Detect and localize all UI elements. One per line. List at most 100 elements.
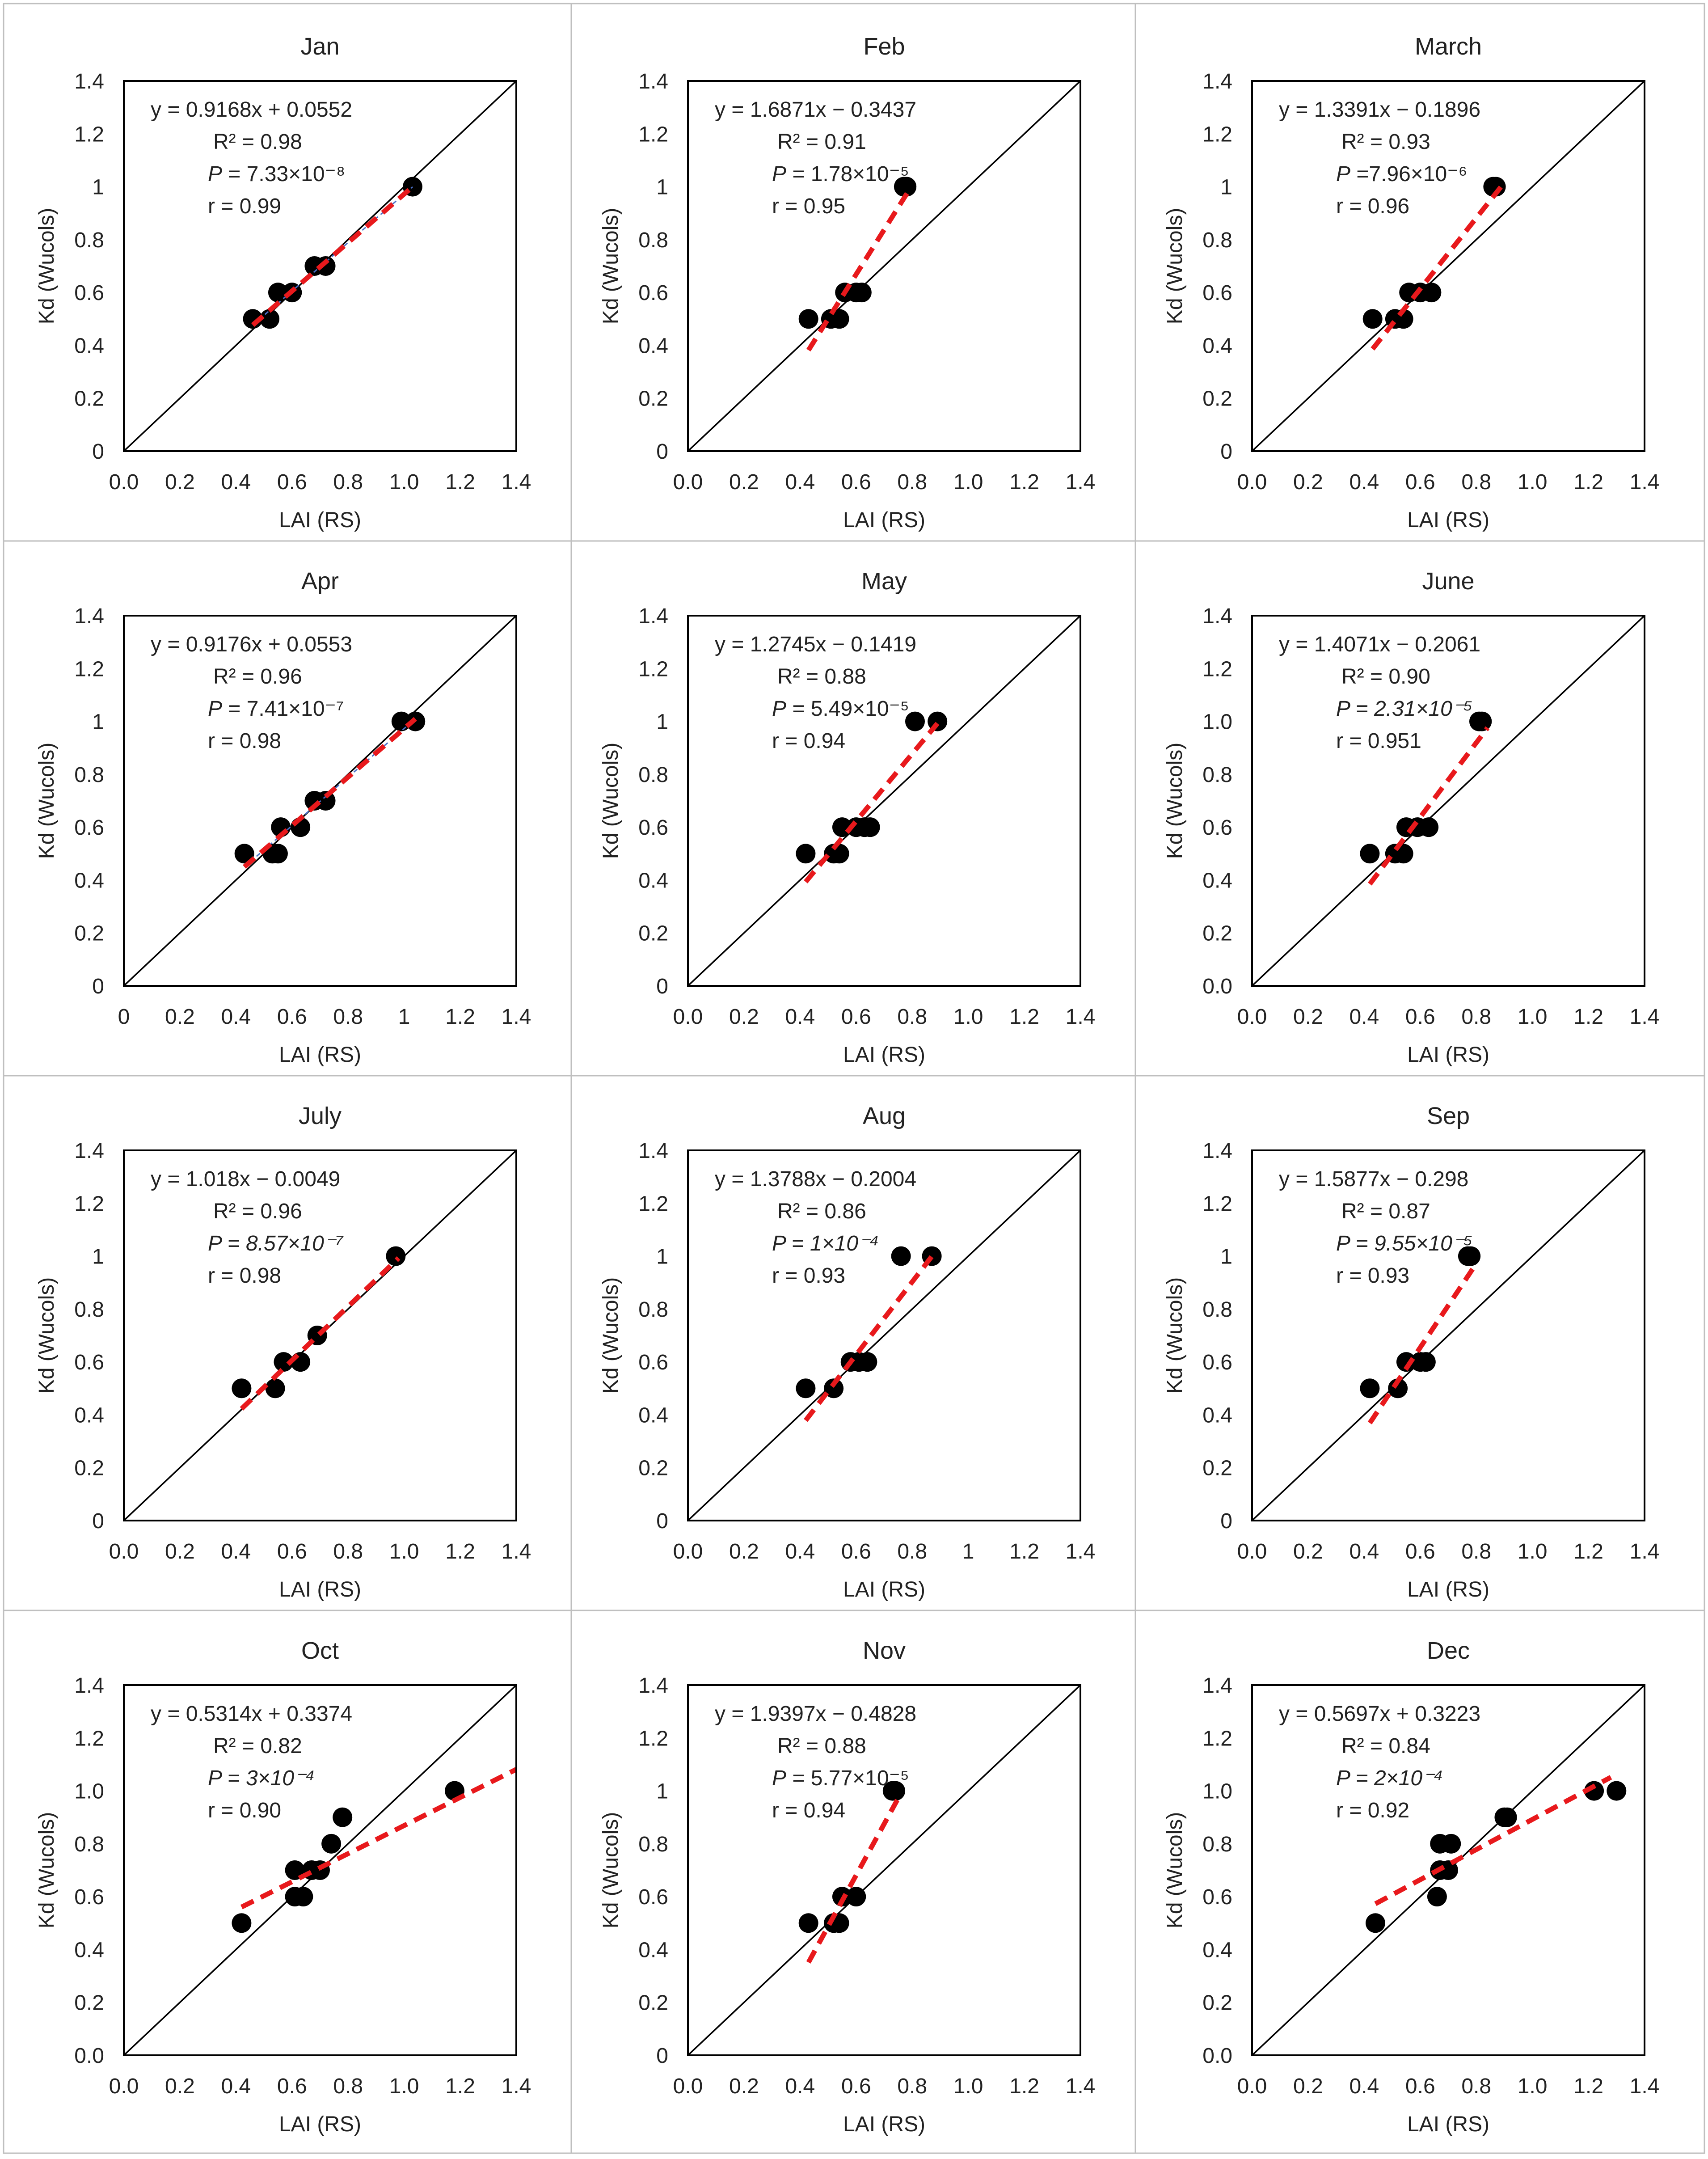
x-tick-label: 0.0 [109,470,139,494]
one-to-one-line [1252,1150,1645,1521]
y-tick-label: 0 [656,975,668,998]
r-squared-label: R² = 0.84 [1341,1734,1430,1758]
regression-equation: y = 0.5697x + 0.3223 [1279,1702,1480,1726]
y-tick-label: 0.4 [74,1938,104,1962]
x-axis-title: LAI (RS) [279,2113,361,2136]
panel-sep: Sep 0 0.2 0.4 0.6 0.8 1 1.2 1.4 0.0 0.2 0.4 0.6 0.8 1.… [1163,1103,1659,1601]
x-tick-label: 0.4 [221,470,251,494]
one-to-one-line [688,81,1080,451]
y-tick-label: 1.4 [1202,1139,1232,1163]
y-tick-label: 0 [656,2044,668,2068]
y-tick-label: 0.6 [638,1351,668,1374]
y-tick-label: 0.2 [1202,922,1232,946]
one-to-one-line [1252,81,1645,451]
y-tick-label: 0.6 [1202,281,1232,305]
data-point [268,283,288,303]
y-tick-label: 1 [656,1245,668,1269]
x-tick-label: 0.8 [1461,2074,1491,2098]
y-tick-label: 1 [92,710,104,734]
y-tick-label: 1.2 [1202,123,1232,146]
y-tick-label: 0.4 [638,869,668,892]
y-axis-title: Kd (Wucols) [599,1277,623,1394]
y-tick-label: 0.8 [74,1833,104,1856]
y-tick-label: 1.2 [638,123,668,146]
plot-area-frame [687,1149,1081,1521]
x-tick-label: 1.4 [502,2074,531,2098]
y-axis-title: Kd (Wucols) [35,743,59,859]
x-tick-label: 0.0 [1237,1540,1267,1563]
r-squared-label: R² = 0.91 [777,130,866,154]
x-axis-title: LAI (RS) [279,508,361,532]
p-value-label: P = 1.78×10⁻⁵ [772,162,909,186]
y-tick-label: 1.4 [638,70,668,93]
y-tick-label: 0.4 [74,1403,104,1427]
y-tick-label: 0.0 [74,2044,104,2068]
panel-feb: Feb 0 0.2 0.4 0.6 0.8 1 1.2 1.4 0.0 0.2 0.4 0.6 0.8 1.… [599,33,1095,532]
x-tick-label: 0.6 [1405,2074,1435,2098]
regression-line [240,1767,516,1910]
x-tick-label: 0.6 [277,1005,307,1029]
data-point [897,177,917,197]
data-point [386,1246,406,1266]
correlation-label: r = 0.92 [1336,1799,1409,1822]
regression-line [240,1256,401,1411]
y-axis-title: Kd (Wucols) [1163,743,1187,859]
y-tick-label: 1.2 [74,657,104,681]
y-tick-label: 0 [656,440,668,464]
y-tick-label: 0.2 [1202,1991,1232,2015]
one-to-one-line [688,1150,1080,1521]
x-tick-label: 1.4 [1066,470,1096,494]
data-point [886,1781,906,1801]
y-tick-label: 0 [656,1509,668,1533]
x-tick-label: 0.6 [277,1540,307,1563]
y-axis-title: Kd (Wucols) [599,208,623,325]
correlation-label: r = 0.98 [208,1264,281,1288]
data-point [1416,1352,1436,1372]
data-point [1396,1352,1416,1372]
x-tick-label: 1.4 [1066,1005,1096,1029]
y-tick-label: 0.6 [638,281,668,305]
x-tick-label: 0.2 [729,1540,759,1563]
data-point [796,1378,816,1398]
x-tick-label: 0.2 [729,2074,759,2098]
regression-equation: y = 0.9176x + 0.0553 [151,633,352,656]
y-tick-label: 0 [1220,1509,1232,1533]
y-tick-label: 0.4 [74,869,104,892]
p-value-label: P = 2×10⁻⁴ [1336,1766,1443,1790]
regression-equation: y = 1.5877x − 0.298 [1279,1167,1468,1191]
x-tick-label: 1.2 [1009,1540,1039,1563]
regression-line [1371,184,1504,351]
y-tick-label: 0.6 [1202,816,1232,840]
data-point [1461,1246,1481,1266]
y-tick-label: 1 [656,1780,668,1804]
p-value-label: P =7.96×10⁻⁶ [1336,162,1467,186]
x-axis-title: LAI (RS) [1407,508,1489,532]
y-tick-label: 0.8 [1202,1298,1232,1322]
panel-title: Jan [300,33,339,60]
x-tick-label: 0.2 [165,470,195,494]
data-point [1472,711,1492,731]
p-value-label: P = 7.41×10⁻⁷ [208,697,344,721]
y-tick-label: 0.0 [1202,2044,1232,2068]
x-tick-label: 0.8 [897,1005,927,1029]
correlation-label: r = 0.90 [208,1799,281,1822]
y-tick-label: 0.8 [1202,228,1232,252]
x-tick-label: 0.6 [841,2074,871,2098]
data-point [316,256,336,276]
y-tick-label: 0.6 [74,1885,104,1909]
y-tick-label: 0.8 [638,228,668,252]
x-tick-label: 1.2 [445,1005,475,1029]
x-tick-label: 0.6 [277,2074,307,2098]
data-point [274,1352,294,1372]
x-tick-label: 1.0 [953,470,983,494]
data-point [860,817,880,837]
x-tick-label: 0 [118,1005,130,1029]
panels: Jan 0 0.2 0.4 0.6 0.8 1 1.2 1.4 0.0 0.2 0.4 0.6 0.8 1.… [35,33,1659,2136]
x-tick-label: 0.4 [221,1540,251,1563]
y-tick-label: 0.4 [1202,1403,1232,1427]
p-value-label: P = 8.57×10⁻⁷ [208,1232,344,1255]
r-squared-label: R² = 0.88 [777,665,866,689]
data-point [857,1352,877,1372]
data-point [293,1887,313,1907]
